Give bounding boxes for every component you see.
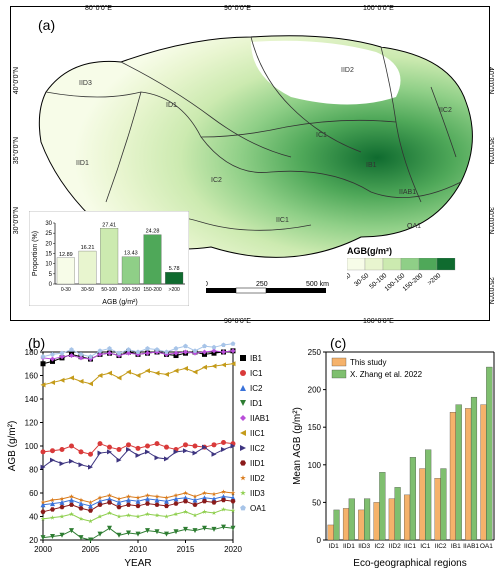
svg-text:AGB (g/m²): AGB (g/m²) — [7, 421, 18, 472]
agb-legend: AGB(g/m²) 0-3030-5050-100100-150150-200>… — [347, 246, 467, 305]
svg-text:IID3: IID3 — [79, 80, 92, 87]
svg-text:120: 120 — [25, 419, 39, 428]
svg-text:IID2: IID2 — [389, 543, 401, 550]
svg-text:150: 150 — [308, 423, 322, 432]
svg-text:25: 25 — [45, 231, 52, 237]
svg-text:IC2: IC2 — [211, 177, 222, 184]
panel-b-chart: (b) 204060801001201401601802000200520102… — [3, 330, 288, 570]
svg-text:200: 200 — [308, 386, 322, 395]
svg-text:Mean AGB (g/m²): Mean AGB (g/m²) — [292, 407, 303, 485]
svg-text:IIC1: IIC1 — [404, 543, 416, 550]
svg-text:15: 15 — [45, 252, 52, 258]
svg-text:OA1: OA1 — [250, 504, 267, 513]
svg-text:0: 0 — [317, 536, 322, 545]
svg-text:IIC2: IIC2 — [435, 543, 447, 550]
svg-text:2020: 2020 — [224, 545, 242, 554]
svg-text:140: 140 — [25, 395, 39, 404]
svg-text:OA1: OA1 — [407, 223, 421, 230]
svg-text:160: 160 — [25, 372, 39, 381]
svg-text:5.78: 5.78 — [169, 266, 180, 272]
svg-text:80: 80 — [29, 466, 38, 475]
svg-text:IC1: IC1 — [420, 543, 431, 550]
svg-text:0-30: 0-30 — [347, 272, 353, 286]
svg-text:IB1: IB1 — [366, 162, 377, 169]
svg-text:180: 180 — [25, 348, 39, 357]
svg-text:OA1: OA1 — [480, 543, 493, 550]
svg-text:>200: >200 — [169, 287, 180, 293]
svg-text:50-100: 50-100 — [101, 287, 117, 293]
svg-text:60: 60 — [29, 489, 38, 498]
svg-text:IID3: IID3 — [250, 489, 265, 498]
svg-text:100-150: 100-150 — [122, 287, 141, 293]
svg-text:IIC2: IIC2 — [439, 107, 452, 114]
scale-bar: 0 250 500 km — [206, 278, 341, 300]
svg-text:50: 50 — [312, 498, 321, 507]
svg-text:10: 10 — [45, 262, 52, 268]
legend-title: AGB(g/m²) — [347, 246, 467, 256]
panel-a-map: (a) 80°0'0"E 90°0'0"E 100°0'0"E 90°0'0"E… — [10, 6, 490, 321]
svg-text:IID3: IID3 — [358, 543, 370, 550]
svg-text:Eco-geographical regions: Eco-geographical regions — [353, 558, 466, 569]
svg-text:150-200: 150-200 — [402, 272, 425, 293]
svg-text:IID1: IID1 — [250, 459, 265, 468]
svg-text:IB1: IB1 — [250, 354, 263, 363]
svg-text:20: 20 — [45, 241, 52, 247]
inset-bar-chart: 05101520253012.890-3016.2130-5027.4150-1… — [29, 211, 189, 306]
panel-c-label: (c) — [330, 335, 346, 351]
svg-text:0: 0 — [206, 281, 208, 288]
svg-text:YEAR: YEAR — [124, 558, 151, 569]
svg-text:IC2: IC2 — [250, 384, 263, 393]
svg-text:100: 100 — [308, 461, 322, 470]
svg-text:12.89: 12.89 — [59, 252, 73, 258]
svg-text:2015: 2015 — [177, 545, 195, 554]
svg-text:X. Zhang et al. 2022: X. Zhang et al. 2022 — [350, 370, 423, 379]
svg-text:IC1: IC1 — [316, 132, 327, 139]
svg-text:ID1: ID1 — [166, 102, 177, 109]
svg-text:>200: >200 — [427, 272, 443, 287]
svg-text:250: 250 — [256, 281, 268, 288]
svg-text:IC2: IC2 — [374, 543, 385, 550]
svg-text:2010: 2010 — [129, 545, 147, 554]
svg-text:20: 20 — [29, 536, 38, 545]
svg-text:IID1: IID1 — [343, 543, 355, 550]
svg-text:IIC2: IIC2 — [250, 444, 265, 453]
svg-text:This study: This study — [350, 358, 386, 367]
svg-text:30-50: 30-50 — [81, 287, 94, 293]
svg-text:27.41: 27.41 — [102, 222, 116, 228]
svg-text:250: 250 — [308, 348, 322, 357]
svg-text:100: 100 — [25, 442, 39, 451]
svg-text:AGB (g/m²): AGB (g/m²) — [102, 299, 137, 306]
svg-text:IIAB1: IIAB1 — [250, 414, 270, 423]
svg-text:ID1: ID1 — [329, 543, 340, 550]
svg-text:IC1: IC1 — [250, 369, 263, 378]
svg-text:0-30: 0-30 — [61, 287, 71, 293]
svg-text:13.43: 13.43 — [124, 251, 138, 257]
svg-text:150-200: 150-200 — [143, 287, 162, 293]
svg-text:2005: 2005 — [82, 545, 100, 554]
svg-text:40: 40 — [29, 513, 38, 522]
svg-text:IIC1: IIC1 — [250, 429, 265, 438]
panel-c-chart: (c) 050100150200250ID1IID1IID3IC2IID2IIC… — [288, 330, 500, 570]
svg-text:IID2: IID2 — [341, 67, 354, 74]
svg-text:2000: 2000 — [34, 545, 52, 554]
svg-text:24.28: 24.28 — [146, 229, 160, 235]
svg-text:16.21: 16.21 — [81, 245, 95, 251]
svg-text:500 km: 500 km — [306, 281, 329, 288]
svg-text:IID2: IID2 — [250, 474, 265, 483]
svg-text:ID1: ID1 — [250, 399, 263, 408]
svg-text:IIC1: IIC1 — [276, 217, 289, 224]
svg-text:IB1: IB1 — [451, 543, 461, 550]
svg-text:Proportion (%): Proportion (%) — [32, 231, 39, 276]
svg-text:IID1: IID1 — [76, 160, 89, 167]
svg-text:IIAB1: IIAB1 — [463, 543, 479, 550]
svg-text:30: 30 — [45, 221, 52, 227]
svg-text:IIAB1: IIAB1 — [399, 189, 416, 196]
